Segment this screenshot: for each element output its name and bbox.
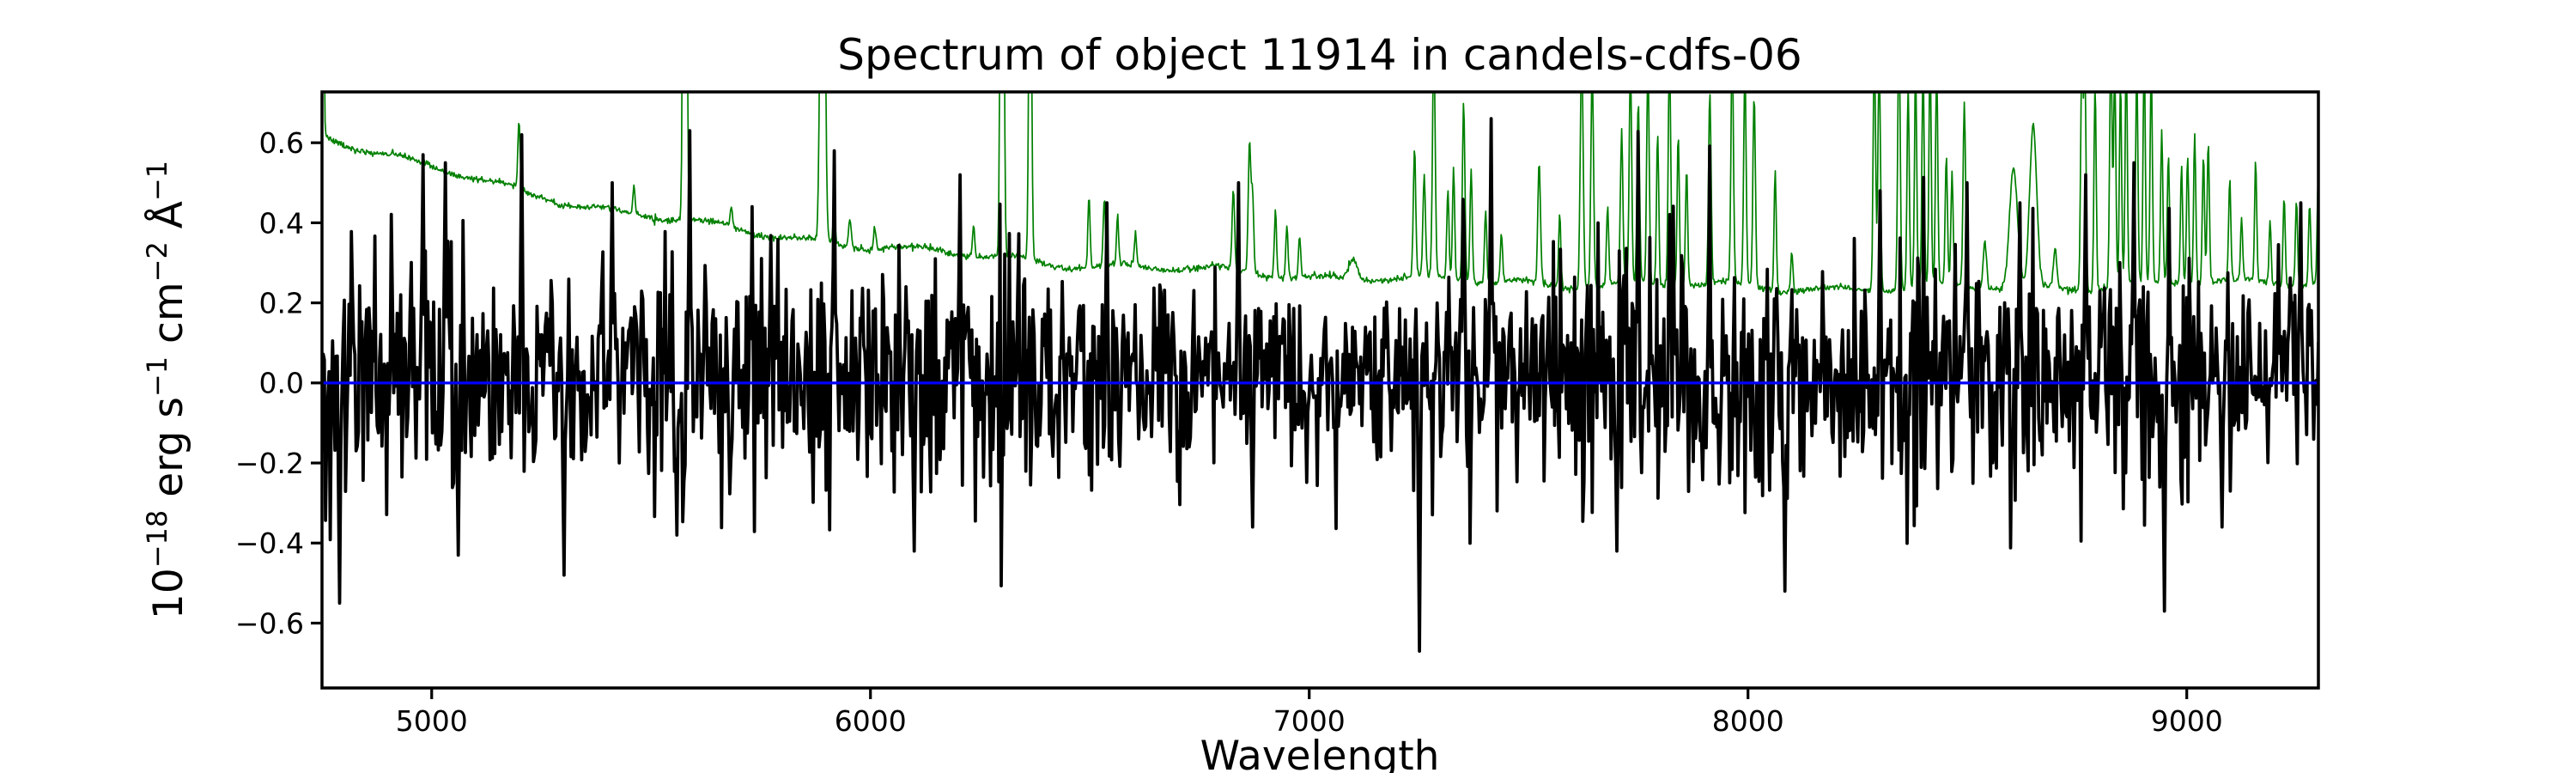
plot-series [322,92,2318,653]
y-tick-label: 0.2 [259,287,304,320]
x-tick-label: 8000 [1712,704,1784,738]
y-tick-label: 0.0 [259,367,304,400]
ylabel-superscript: −2 [141,241,173,282]
x-axis-ticks [430,688,2189,699]
x-tick-label: 9000 [2151,704,2223,738]
chart-title: Spectrum of object 11914 in candels-cdfs… [837,30,1802,80]
y-axis-ticks [311,141,322,625]
x-axis-tick-labels: 5000 6000 7000 8000 9000 [396,704,2223,738]
ylabel-superscript: −1 [141,161,173,201]
x-axis-label: Wavelength [1200,733,1440,773]
plot-axes [311,90,2320,699]
ylabel-text: 10 [145,568,192,619]
plot-spines [320,90,2320,690]
x-tick-label: 7000 [1273,704,1346,738]
error-sky-series [324,92,2318,296]
x-tick-label: 6000 [835,704,907,738]
y-tick-label: 0.6 [259,126,304,160]
ylabel-text: cm [145,282,192,356]
x-tick-label: 5000 [396,704,468,738]
ylabel-text: Å [145,201,192,241]
ylabel-superscript: −1 [141,356,173,397]
flux-series [322,117,2318,653]
y-tick-label: −0.2 [235,447,304,480]
y-axis-tick-labels: 0.6 0.4 0.2 0.0 −0.2 −0.4 −0.6 [235,126,304,640]
y-tick-label: 0.4 [259,206,304,240]
y-tick-label: −0.4 [235,526,304,560]
ylabel-superscript: −18 [141,510,173,569]
y-axis-label: 10−18 erg s−1 cm−2 Å−1 [141,161,192,619]
ylabel-text: erg s [145,397,192,510]
y-tick-label: −0.6 [235,606,304,640]
